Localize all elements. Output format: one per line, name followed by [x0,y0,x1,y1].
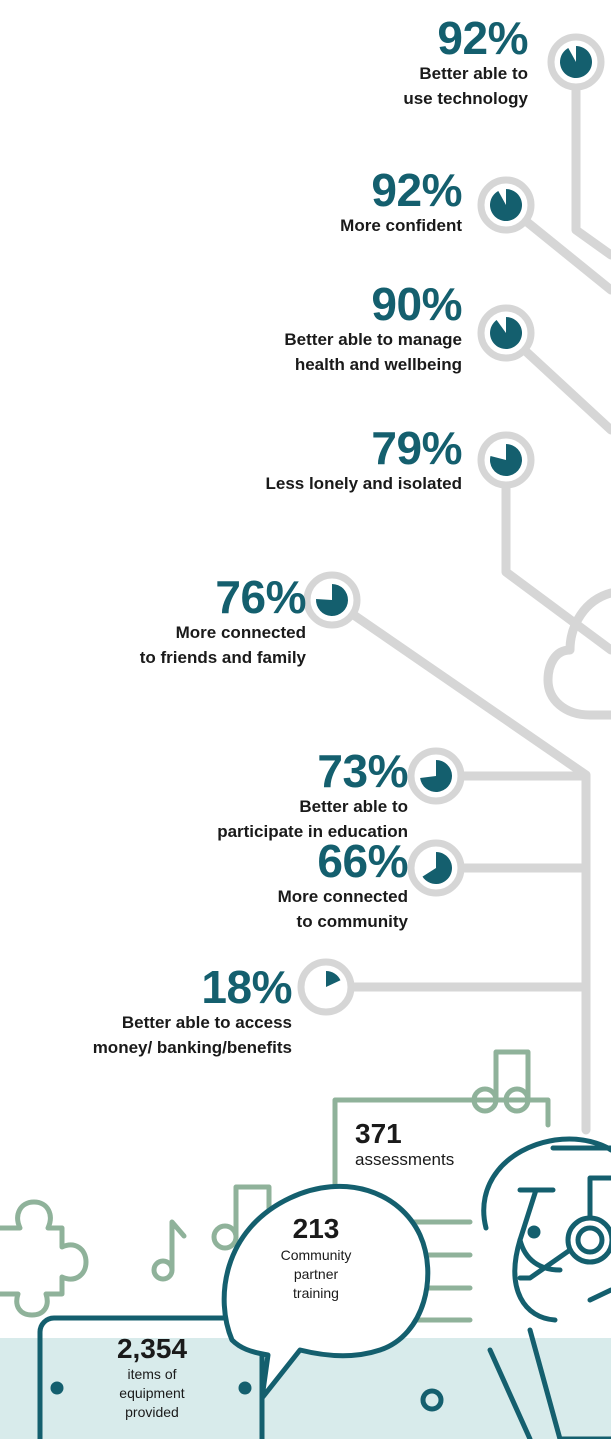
assessments-label: assessments [355,1150,455,1169]
pie-slice [326,971,341,987]
headset-person-icon [481,1136,611,1439]
pie-slice [559,46,592,78]
stat-health-wellbeing: 90% Better able to manage health and wel… [284,281,462,377]
pie-slice [420,760,453,793]
training-number: 213 [292,1213,340,1244]
equipment-figure: 2,354 items of equipment provided [62,1333,242,1422]
assessments-number: 371 [355,1118,402,1149]
pie-slice [315,584,348,616]
stat-label: Better able to use technology [403,64,528,108]
speech-bubble [221,1183,431,1401]
stat-lonely-isolated: 79% Less lonely and isolated [265,425,462,496]
stat-label: Better able to manage health and wellbei… [284,330,462,374]
cloud-icon [543,588,611,720]
stat-percent: 18% [201,961,292,1013]
stat-percent: 76% [215,571,306,623]
stat-label: More connected to community [277,887,408,931]
stat-friends-family: 76% More connected to friends and family [139,571,307,670]
pie-slice [489,444,522,476]
stat-label: Better able to participate in education [217,797,408,841]
puzzle-icon [0,1199,89,1318]
stat-use-technology: 92% Better able to use technology [403,15,528,111]
equipment-number: 2,354 [116,1333,188,1364]
music-note-icon [151,1219,187,1282]
training-label: Community partner training [280,1247,352,1301]
stat-label: Less lonely and isolated [265,474,462,493]
pie-slice [490,317,523,349]
stat-percent: 92% [371,164,462,216]
pie-slice [489,189,522,221]
equipment-label: items of equipment provided [119,1366,185,1420]
stat-confident: 92% More confident [340,167,462,238]
stat-percent: 79% [371,422,462,474]
stat-percent: 66% [317,835,408,887]
stat-label: Better able to access money/ banking/ben… [92,1013,292,1057]
pie-slice [422,851,453,884]
stat-percent: 90% [371,278,462,330]
training-figure: 213 Community partner training [250,1212,382,1303]
assessments-figure: 371 assessments [355,1118,454,1170]
stat-label: More confident [340,216,462,235]
pie-markers [297,33,605,1016]
stat-label: More connected to friends and family [139,623,306,667]
stat-percent: 73% [317,745,408,797]
stat-money-banking: 18% Better able to access money/ banking… [92,961,293,1060]
stat-community: 66% More connected to community [277,835,409,934]
stat-percent: 92% [437,12,528,64]
stat-education: 73% Better able to participate in educat… [217,748,408,844]
